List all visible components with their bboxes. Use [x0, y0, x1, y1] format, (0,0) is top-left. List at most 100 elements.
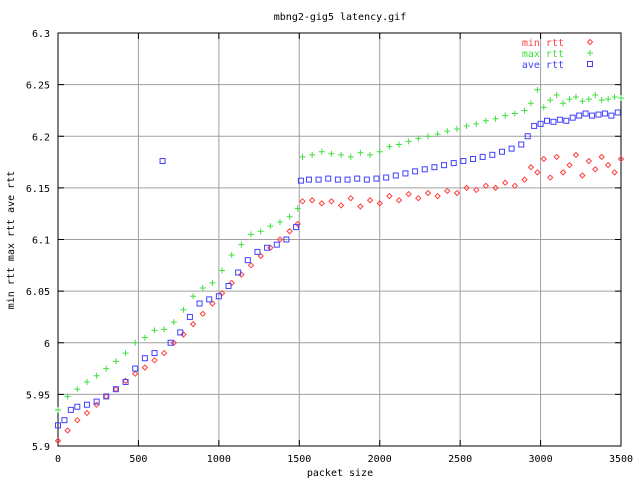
data-point	[180, 306, 187, 313]
data-point	[453, 189, 461, 197]
data-point	[441, 162, 448, 169]
data-point	[592, 91, 599, 98]
data-point	[402, 170, 409, 177]
data-point	[502, 112, 509, 119]
data-point	[508, 145, 515, 152]
data-point	[569, 114, 576, 121]
data-point	[267, 223, 274, 230]
data-point	[235, 269, 242, 276]
data-point	[151, 350, 158, 357]
data-point	[286, 213, 293, 220]
data-point	[424, 189, 432, 197]
data-point	[383, 174, 390, 181]
data-point	[598, 97, 605, 104]
data-point	[267, 244, 274, 251]
data-point	[489, 151, 496, 158]
data-point	[299, 153, 306, 160]
data-point	[315, 176, 322, 183]
x-tick-label: 1500	[287, 454, 311, 465]
data-point	[55, 422, 61, 429]
data-point	[534, 86, 541, 93]
data-point	[589, 112, 596, 119]
data-point	[286, 228, 293, 235]
x-tick-label: 3000	[529, 454, 553, 465]
x-axis-label: packet size	[307, 468, 373, 479]
data-point	[572, 151, 580, 159]
data-point	[511, 110, 518, 117]
data-point	[309, 151, 316, 158]
legend-label: max rtt	[522, 49, 564, 60]
data-point	[395, 197, 403, 204]
data-point	[592, 166, 599, 173]
data-point	[132, 339, 139, 346]
data-point	[566, 161, 573, 169]
data-point	[527, 100, 534, 107]
data-point	[421, 166, 428, 173]
data-point	[276, 236, 284, 243]
data-point	[132, 365, 139, 372]
data-point	[544, 117, 551, 124]
legend-marker	[586, 38, 594, 46]
data-point	[540, 155, 547, 163]
data-point	[247, 262, 255, 269]
data-point	[424, 133, 431, 140]
data-point	[595, 111, 602, 118]
data-point	[501, 179, 509, 186]
data-point	[74, 416, 81, 424]
y-tick-label: 6.25	[26, 81, 50, 92]
data-point	[434, 131, 441, 138]
data-point	[550, 118, 557, 125]
legend-label: ave rtt	[522, 60, 564, 71]
data-point	[463, 184, 470, 192]
data-point	[376, 148, 383, 155]
data-point	[151, 327, 158, 334]
data-point	[601, 110, 608, 117]
legend-label: min rtt	[522, 38, 564, 49]
data-point	[318, 200, 326, 207]
data-point	[614, 109, 621, 116]
data-point	[363, 176, 370, 183]
data-point	[560, 100, 567, 107]
y-tick-label: 6.05	[26, 287, 50, 298]
data-point	[572, 94, 579, 101]
data-point	[540, 104, 547, 111]
data-point	[228, 279, 235, 287]
data-point	[177, 329, 184, 336]
data-point	[460, 158, 467, 165]
data-point	[563, 117, 570, 124]
data-point	[160, 349, 168, 357]
data-point	[103, 393, 110, 400]
data-point	[228, 251, 235, 258]
data-point	[132, 370, 139, 377]
data-point	[112, 386, 120, 393]
data-point	[492, 115, 499, 122]
data-point	[215, 293, 222, 300]
data-point	[248, 231, 255, 238]
data-point	[122, 350, 129, 357]
data-point	[576, 112, 583, 119]
data-point	[405, 138, 412, 145]
data-point	[93, 372, 100, 379]
data-point	[354, 175, 361, 182]
data-point	[338, 151, 345, 158]
data-point	[376, 200, 383, 207]
data-point	[141, 364, 149, 371]
data-point	[357, 203, 364, 210]
data-point	[434, 192, 441, 200]
data-point	[55, 406, 61, 413]
grid	[58, 33, 621, 446]
x-tick-label: 0	[55, 454, 61, 465]
data-point	[141, 355, 148, 362]
data-point	[122, 377, 129, 385]
data-point	[482, 117, 489, 124]
data-point	[254, 248, 261, 255]
data-point	[598, 153, 605, 161]
data-point	[537, 120, 544, 127]
data-point	[334, 176, 341, 183]
data-point	[238, 271, 245, 278]
data-point	[74, 386, 81, 393]
data-point	[276, 218, 283, 225]
y-axis-ticks: 5.9 5.95 6 6.05 6.1 6.15 6.2 6.25 6.3	[26, 29, 621, 453]
chart-title: mbng2-gig5 latency.gif	[274, 12, 406, 23]
